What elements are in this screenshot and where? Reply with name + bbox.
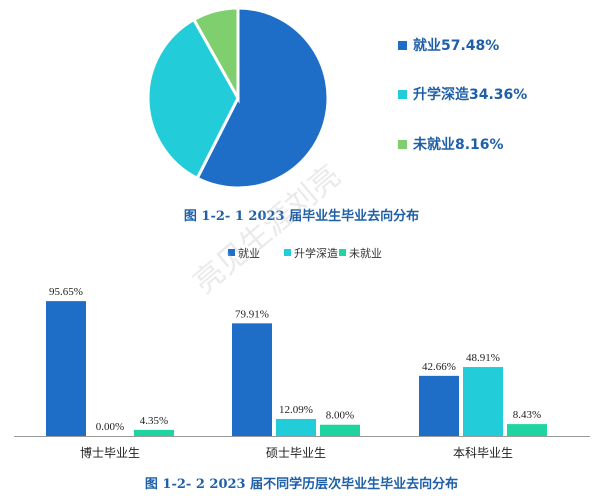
bar-further-study [463,367,503,436]
bar-chart-title: 图 1-2- 2 2023 届不同学历层次毕业生毕业去向分布 [144,477,459,492]
bar-data-label: 0.00% [96,421,124,433]
category-label: 本科毕业生 [453,446,513,460]
bar-data-label: 42.66% [422,361,456,373]
bar-unemployed [507,424,547,436]
category-label: 硕士毕业生 [266,446,326,460]
bar-employed [232,323,272,436]
bar-data-label: 8.43% [513,409,541,421]
bar-unemployed [320,424,360,436]
pie-legend-swatch [398,89,407,99]
pie-legend-item-further-study: 升学深造34.36% [398,84,527,104]
pie-legend-label: 升学深造34.36% [413,87,528,103]
bar-legend-swatch-further-study [284,249,291,256]
pie-legend-label: 就业57.48% [413,38,500,54]
pie-legend-label: 未就业8.16% [413,137,504,153]
bar-data-label: 95.65% [49,286,83,298]
pie-legend-swatch [398,139,407,149]
bar-employed [419,375,459,436]
pie-legend-swatch [398,40,407,50]
bar-unemployed [134,429,174,436]
bar-further-study [276,418,316,436]
category-label: 博士毕业生 [80,445,140,460]
bar-legend-swatch-unemployed [339,249,346,256]
bar-data-label: 48.91% [466,352,500,364]
bar-data-label: 4.35% [140,415,168,427]
bar-legend-swatch-employed [228,249,235,256]
pie-chart-title: 图 1-2- 1 2023 届毕业生毕业去向分布 [183,209,420,224]
bar-legend-label-unemployed: 未就业 [349,246,382,260]
bar-legend-label-employed: 就业 [238,246,260,260]
pie-slice-unemployed [191,6,240,104]
pie-legend-item-employed: 就业57.48% [398,35,499,55]
pie-slice-employed [195,6,330,190]
bar-data-label: 79.91% [235,308,269,320]
bar-data-label: 12.09% [279,404,313,416]
bar-employed [46,301,86,436]
bar-data-label: 8.00% [326,410,354,422]
bar-legend-label-further-study: 升学深造 [294,246,338,260]
pie-legend-item-unemployed: 未就业8.16% [398,134,504,154]
